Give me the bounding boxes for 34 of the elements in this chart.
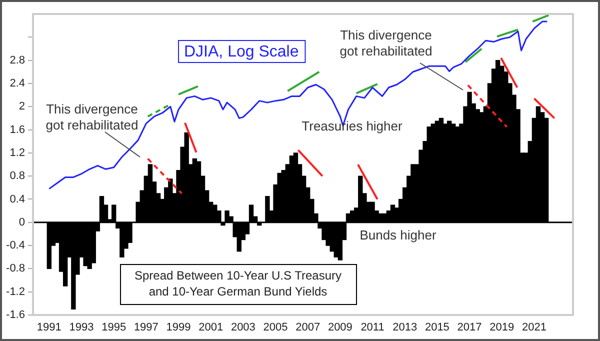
x-tick-label: 2019 (490, 322, 514, 334)
x-tick-label: 1991 (36, 322, 62, 334)
y-tick-label: 0.8 (10, 170, 25, 182)
y-tick-label: 0.4 (10, 193, 25, 206)
y-tick-label: -0.8 (6, 262, 25, 275)
x-tick-label: 2009 (328, 322, 352, 334)
y-tick-label: 2.4 (10, 77, 25, 90)
x-tick-label: 2013 (392, 322, 418, 334)
x-tick-label: 2007 (296, 322, 320, 334)
annotation: This divergence got rehabilitated (46, 102, 138, 133)
x-tick-label: 1995 (102, 322, 126, 334)
series-label: DJIA, Log Scale (184, 43, 299, 60)
annotation: This divergence got rehabilitated (340, 28, 432, 59)
x-tick-label: 2021 (522, 322, 546, 334)
x-tick-label: 1993 (69, 322, 94, 334)
x-tick-label: 2001 (198, 322, 224, 334)
y-tick-label: -1.2 (6, 286, 25, 298)
x-tick-label: 2005 (263, 322, 288, 334)
y-tick-label: 1.2 (10, 146, 25, 159)
y-tick-label: -0.4 (6, 240, 25, 252)
y-tick-label: -1.6 (6, 309, 25, 322)
y-tick-label: 0 (18, 216, 25, 228)
annotation: Bunds higher (360, 228, 437, 243)
x-tick-label: 2003 (230, 322, 256, 334)
series-label: Spread Between 10-Year U.S Treasury and 10-Year German Bund Yields (134, 268, 342, 298)
y-tick-label: 2 (18, 100, 25, 113)
x-tick-label: 1997 (134, 322, 158, 334)
y-tick-label: 2.8 (10, 54, 25, 66)
x-tick-label: 2017 (457, 322, 482, 334)
y-tick-label: 1.6 (10, 124, 25, 136)
x-tick-label: 2015 (424, 322, 450, 334)
x-tick-label: 2011 (360, 322, 384, 334)
annotation: Treasuries higher (302, 118, 403, 134)
x-tick-label: 1999 (166, 322, 191, 334)
